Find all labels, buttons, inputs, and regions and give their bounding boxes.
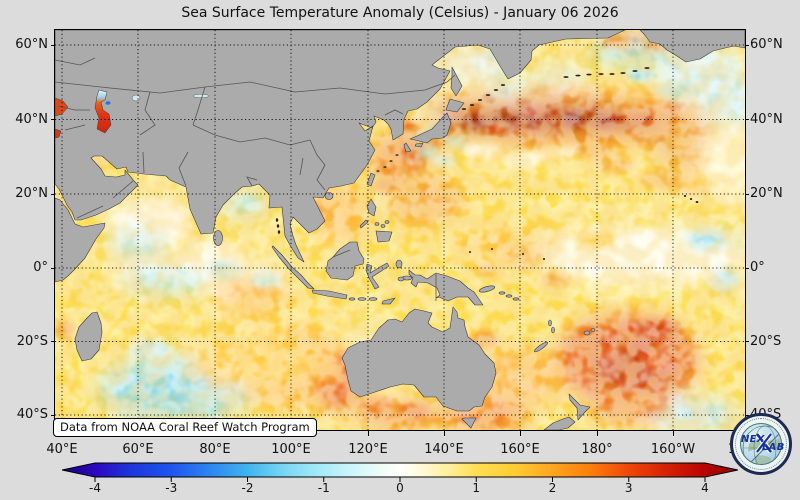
graticule: [55, 30, 745, 430]
land-alaska: [639, 29, 746, 63]
land-new-caledonia: [534, 341, 548, 353]
lat-tick-mark: [745, 341, 749, 342]
lat-tick-mark: [51, 44, 55, 46]
lon-tick-mark: [443, 431, 445, 436]
lat-tick-label-right: 40°N: [750, 111, 783, 127]
lon-tick-label: 160°E: [500, 442, 540, 457]
lon-tick-label: 120°E: [348, 442, 388, 457]
colorbar-tick-label: 0: [396, 481, 404, 495]
lon-tick-label: 40°E: [46, 442, 78, 457]
lon-tick-label: 80°E: [199, 442, 231, 457]
map-canvas: [54, 29, 760, 433]
colorbar-tick-label: -4: [89, 481, 101, 495]
land-borneo: [325, 241, 365, 281]
lat-tick-mark: [51, 341, 55, 342]
colorbar-tick-label: 4: [701, 481, 709, 495]
land-nz-north: [568, 393, 591, 421]
land-sri-lanka: [213, 230, 223, 246]
land-taiwan: [366, 172, 376, 187]
land-honshu: [409, 112, 452, 144]
lat-tick-mark: [745, 44, 749, 46]
colorbar-gradient: [62, 462, 738, 478]
inland-seas: [54, 89, 210, 139]
lat-tick-label-left: 0°: [33, 260, 48, 275]
lat-tick-mark: [51, 267, 55, 269]
land-kyushu: [403, 142, 412, 153]
lon-tick-label: 160°W: [650, 442, 696, 457]
lat-tick-label-right: 20°N: [750, 186, 783, 201]
lon-tick-mark: [672, 431, 674, 436]
lat-tick-mark: [51, 119, 55, 120]
country-borders: [54, 57, 456, 301]
lat-tick-label-left: 60°N: [15, 37, 48, 52]
page-title: Sea Surface Temperature Anomaly (Celsius…: [181, 5, 619, 21]
land-africa: [54, 197, 106, 283]
lon-tick-label: 140°E: [424, 442, 464, 457]
lat-tick-mark: [745, 193, 749, 195]
lat-tick-mark: [51, 414, 55, 416]
land-new-guinea: [408, 269, 484, 306]
colorbar-tickmarks: [94, 477, 706, 482]
land-shikoku: [414, 142, 424, 148]
colorbar-tick-label: 3: [624, 481, 633, 495]
lat-tick-mark: [51, 193, 55, 195]
land-timor: [381, 297, 396, 305]
lat-tick-label-left: 20°N: [15, 186, 48, 201]
attribution-box: Data from NOAA Coral Reef Watch Program: [53, 418, 317, 437]
land-sulawesi: [365, 262, 390, 290]
land-madagascar: [74, 311, 103, 362]
sst-map: [54, 29, 760, 433]
land-tasmania: [461, 417, 477, 429]
land-new-britain: [478, 285, 496, 293]
land-sumatra: [271, 245, 315, 290]
lat-tick-mark: [745, 119, 749, 120]
lon-tick-label: 180°: [581, 442, 613, 457]
logo-x-glyph: [755, 432, 773, 454]
logo-text-ring: [735, 418, 787, 470]
lon-tick-label: 60°E: [122, 442, 154, 457]
lon-tick-label: 100°E: [271, 442, 311, 457]
colorbar-tick-label: -3: [165, 481, 178, 495]
lat-tick-mark: [745, 267, 749, 269]
lat-tick-label-right: 0°: [750, 260, 765, 275]
colorbar-tick-label: -1: [317, 481, 330, 495]
logo-line1: NEX: [741, 434, 765, 445]
lon-tick-mark: [519, 431, 521, 436]
land-palawan: [359, 219, 369, 229]
land-hainan: [324, 192, 334, 200]
land-australia: [341, 306, 497, 412]
lat-tick-label-left: 40°S: [16, 407, 48, 422]
nexlab-logo: NEX LAB: [730, 413, 792, 475]
land-mindanao: [375, 230, 393, 243]
land-hokkaido: [445, 98, 465, 113]
land-sakhalin: [450, 66, 463, 97]
island-chains: [275, 67, 699, 260]
lat-tick-label-right: 60°N: [750, 37, 783, 52]
lat-tick-label-right: 20°S: [750, 333, 782, 349]
logo-line2: LAB: [762, 442, 785, 453]
lon-tick-mark: [367, 431, 369, 436]
aral-sea: [131, 94, 141, 102]
colorbar-tick-label: -2: [241, 481, 254, 495]
lat-tick-label-left: 40°N: [15, 111, 48, 127]
caspian-sea: [94, 89, 112, 134]
colorbar-tick-label: 2: [548, 481, 557, 495]
mediterranean-corner: [54, 128, 62, 139]
lake-balkhash: [192, 93, 210, 98]
land-java: [311, 289, 348, 300]
colorbar: [62, 462, 738, 482]
lat-tick-label-left: 20°S: [16, 333, 48, 349]
lon-tick-mark: [596, 431, 598, 436]
colorbar-tick-label: 1: [472, 481, 481, 495]
